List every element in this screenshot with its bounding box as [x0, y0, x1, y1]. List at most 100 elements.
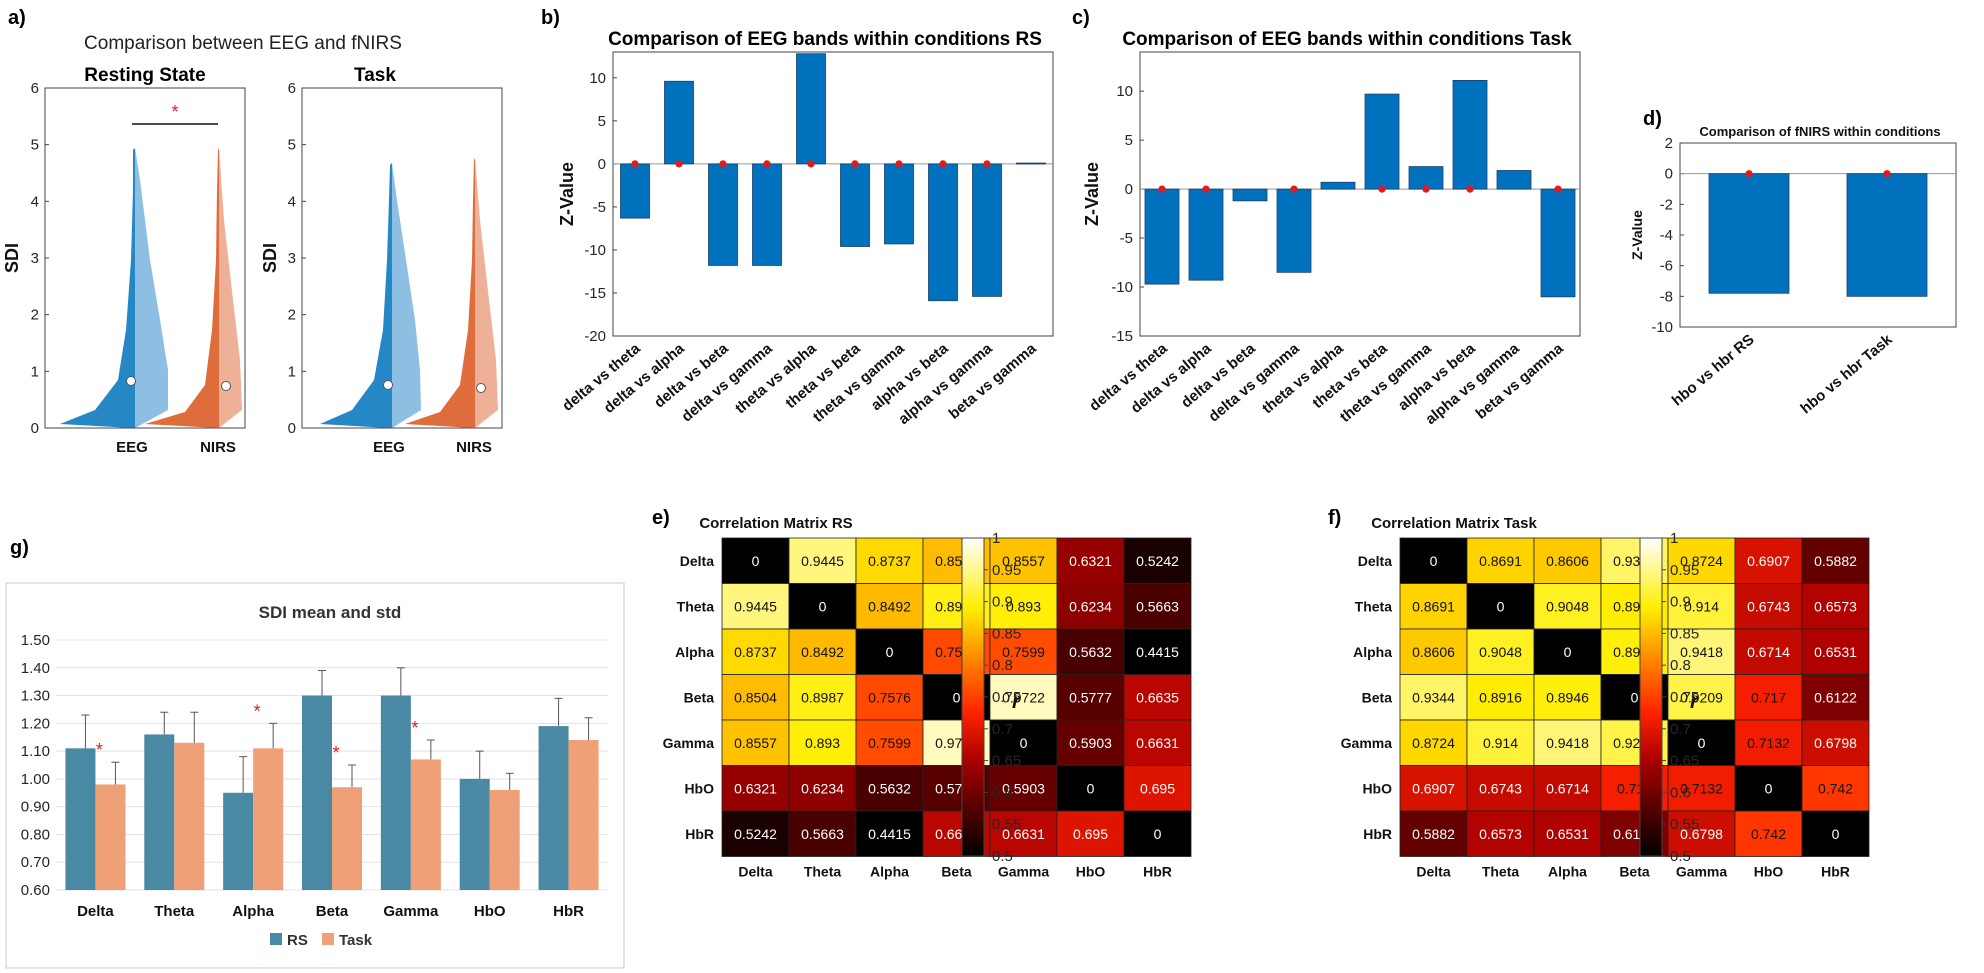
panel-f-cell [1533, 810, 1602, 857]
violin-task-nirs-density [475, 158, 498, 428]
panel-g-ytick-label: 1.50 [21, 632, 50, 649]
panel-f-cell-value: 0.717 [1751, 689, 1786, 705]
panel-g-significance-star: * [254, 701, 261, 721]
panel-d-significance-dot [1745, 170, 1753, 178]
panel-d-ytick-label: -6 [1660, 258, 1673, 275]
panel-g-bar-rs [223, 792, 254, 890]
panel-f-cell-value: 0 [1564, 644, 1572, 660]
panel-f-cell-value: 0.6714 [1546, 780, 1589, 796]
panel-e-col-label: Beta [941, 864, 972, 880]
panel-d-ytick-label: -4 [1660, 227, 1673, 244]
panel-g-ytick-label: 1.30 [21, 688, 50, 705]
panel-e-cell [721, 537, 790, 584]
panel-g-ytick-label: 1.10 [21, 743, 50, 760]
panel-e-cell-value: 0 [886, 644, 894, 660]
panel-e-cell [855, 583, 924, 630]
panel-c-significance-dot [1290, 185, 1298, 193]
panel-a-task-ytick-label: 4 [288, 193, 296, 210]
panel-f-row-label: Alpha [1353, 644, 1392, 660]
violin-task-nirs [405, 158, 475, 428]
panel-c-bar [1496, 170, 1532, 190]
panel-d-bar [1708, 173, 1790, 294]
panel-g-significance-star: * [411, 718, 418, 738]
panel-f-cell-value: 0 [1698, 735, 1706, 751]
panel-a-label: a) [8, 7, 26, 29]
xlabel-task-nirs: NIRS [456, 439, 492, 456]
panel-a-task-ytick-label: 5 [288, 137, 296, 154]
panel-b-significance-dot [719, 160, 727, 168]
panel-b-bar [708, 163, 738, 266]
panel-b-axes [612, 51, 1054, 337]
panel-b-significance-dot [939, 160, 947, 168]
panel-f-row-label: HbO [1362, 780, 1392, 796]
panel-e-cell [721, 765, 790, 812]
panel-f-cell [1466, 810, 1535, 857]
panel-b-bar [752, 163, 782, 266]
panel-e-col-label: Gamma [998, 864, 1050, 880]
panel-f-cell-value: 0.914 [1483, 735, 1518, 751]
panel-e-cell [855, 628, 924, 675]
panel-g-bar-rs [459, 778, 490, 890]
panel-c-bar [1452, 80, 1488, 190]
panel-b-bar [664, 80, 694, 165]
panel-c-ytick-label: -15 [1111, 328, 1133, 345]
panel-e-cell [1123, 537, 1192, 584]
panel-c-ytick-label: 5 [1125, 132, 1133, 149]
panel-e-cell-value: 0.7576 [868, 689, 911, 705]
panel-f-cell-value: 0.8916 [1479, 689, 1522, 705]
panel-a-rs-ytick-label: 3 [31, 250, 39, 267]
violin-rs-nirs-density [219, 148, 242, 428]
panel-e-col-label: Alpha [870, 864, 909, 880]
panel-e-cell [721, 674, 790, 721]
panel-b-bar [928, 163, 958, 302]
panel-f-col-label: Gamma [1676, 864, 1728, 880]
panel-a-rs-ytick-label: 5 [31, 137, 39, 154]
panel-e-col-label: HbO [1076, 864, 1106, 880]
panel-e-cell [788, 719, 857, 766]
panel-e-cbar-tick-label: 0.75 [992, 689, 1021, 706]
panel-d-ytick-label: 0 [1665, 166, 1673, 183]
panel-e-cell [788, 674, 857, 721]
panel-c-significance-dot [1466, 185, 1474, 193]
panel-e-colorbar [961, 537, 985, 857]
panel-e-cell [855, 674, 924, 721]
panel-e-cell [1056, 810, 1125, 857]
panel-g-bar-rs [538, 726, 569, 890]
panel-e-cell [989, 810, 1058, 857]
panel-g-xtick-label: Theta [154, 903, 195, 920]
panel-f-cbar-tick-label: 0.65 [1670, 753, 1699, 770]
panel-f-cell [1466, 719, 1535, 766]
panel-f-cell [1667, 628, 1736, 675]
panel-e-cell-value: 0 [1020, 735, 1028, 751]
panel-e-cell [788, 810, 857, 857]
panel-b-ytick-label: -10 [584, 242, 606, 259]
panel-f-cell-value: 0.8606 [1546, 553, 1589, 569]
panel-g-xtick-label: HbO [474, 903, 506, 920]
panel-a-task-ytick-label: 2 [288, 307, 296, 324]
panel-f-cbar-tick-label: 0.8 [1670, 657, 1691, 674]
panel-f-cell [1734, 765, 1803, 812]
panel-b-bar [796, 53, 826, 165]
panel-f-col-label: Alpha [1548, 864, 1587, 880]
panel-d-ylabel: Z-Value [1629, 210, 1645, 260]
panel-d-ytick-label: -2 [1660, 196, 1673, 213]
panel-e: Correlation Matrix RS Delta Delta Theta The… [663, 515, 1192, 880]
panel-f-cell-value: 0.9418 [1680, 644, 1723, 660]
panel-g-ytick-label: 0.90 [21, 799, 50, 816]
panel-c: Comparison of EEG bands within condition… [1082, 29, 1581, 428]
panel-e-cell-value: 0.5663 [801, 826, 844, 842]
panel-b-significance-dot [675, 160, 683, 168]
panel-f-cell [1801, 628, 1870, 675]
panel-f-cell-value: 0.9209 [1680, 689, 1723, 705]
median-marker-task-nirs [476, 383, 486, 393]
panel-f-cell [1466, 674, 1535, 721]
panel-f-cell [1466, 765, 1535, 812]
panel-g-bar-task [95, 784, 126, 890]
panel-c-ylabel: Z-Value [1082, 162, 1102, 226]
panel-e-row-label: HbR [685, 826, 714, 842]
panel-f-cell-value: 0.7132 [1747, 735, 1790, 751]
panel-c-title: Comparison of EEG bands within condition… [1122, 29, 1572, 50]
panel-e-row-label: Alpha [675, 644, 714, 660]
panel-g-xtick-label: Gamma [383, 903, 439, 920]
